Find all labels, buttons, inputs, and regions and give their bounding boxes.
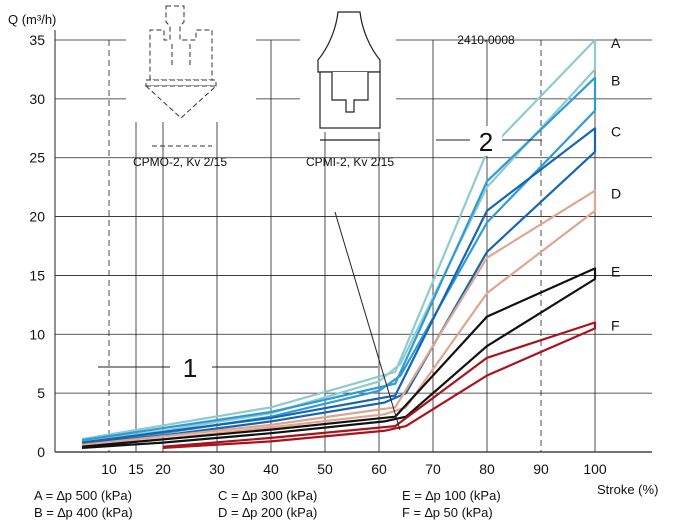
y-tick-label: 35: [29, 32, 45, 48]
x-tick-label: 30: [209, 461, 225, 477]
series-label-d: D: [611, 186, 621, 202]
region-label-2: 2: [479, 127, 493, 157]
legend-entry-a: A = ∆p 500 (kPa): [34, 488, 132, 503]
series-label-f: F: [611, 318, 620, 334]
x-tick-label: 60: [371, 461, 387, 477]
y-tick-label: 30: [29, 91, 45, 107]
series-label-e: E: [611, 263, 620, 279]
region-label-1: 1: [183, 353, 197, 383]
series-label-a: A: [611, 35, 621, 51]
diagram-label-cpmi: CPMI-2, Kv 2/15: [306, 155, 394, 169]
cpmi-valve-diagram-icon: [300, 8, 396, 141]
cpmo-valve-diagram-icon: [126, 5, 256, 147]
y-tick-label: 20: [29, 209, 45, 225]
x-tick-label: 40: [263, 461, 279, 477]
series-line-d: [81, 189, 597, 448]
series-layer: A B C D E F: [81, 35, 621, 449]
region-2-box: [470, 126, 502, 156]
series-line-e: [81, 267, 597, 449]
diagram-label-cpmo: CPMO-2, Kv 2/15: [133, 155, 227, 169]
axis-ticks: 0 5 10 15 20 25 30 35 10 15 20 30 40 50 60 70 80 90 100: [29, 32, 606, 477]
legend-entry-e: E = ∆p 100 (kPa): [402, 488, 501, 503]
legend-entry-d: D = ∆p 200 (kPa): [218, 505, 318, 520]
series-label-b: B: [611, 73, 620, 89]
y-tick-label: 5: [37, 385, 45, 401]
x-tick-label: 70: [425, 461, 441, 477]
x-tick-label: 80: [479, 461, 495, 477]
y-tick-label: 0: [37, 444, 45, 460]
series-label-c: C: [611, 123, 621, 139]
region-1-callout: [98, 211, 401, 431]
y-tick-label: 15: [29, 267, 45, 283]
x-tick-label: 50: [317, 461, 333, 477]
legend-entry-c: C = ∆p 300 (kPa): [218, 488, 318, 503]
x-axis-label: Stroke (%): [597, 482, 658, 497]
legend-entry-b: B = ∆p 400 (kPa): [34, 505, 133, 520]
x-tick-label: 15: [128, 461, 144, 477]
x-tick-label: 20: [155, 461, 171, 477]
series-line-f: [162, 321, 597, 449]
figure-code: 2410-0008: [457, 33, 515, 47]
x-tick-label: 90: [533, 461, 549, 477]
x-tick-label: 10: [101, 461, 117, 477]
series-line-c: [81, 127, 597, 445]
x-tick-label: 100: [583, 461, 607, 477]
y-tick-label: 10: [29, 326, 45, 342]
y-axis-label: Q (m³/h): [8, 12, 56, 27]
legend-entry-f: F = ∆p 50 (kPa): [402, 505, 493, 520]
y-tick-label: 25: [29, 150, 45, 166]
region-1-box: [170, 352, 210, 382]
